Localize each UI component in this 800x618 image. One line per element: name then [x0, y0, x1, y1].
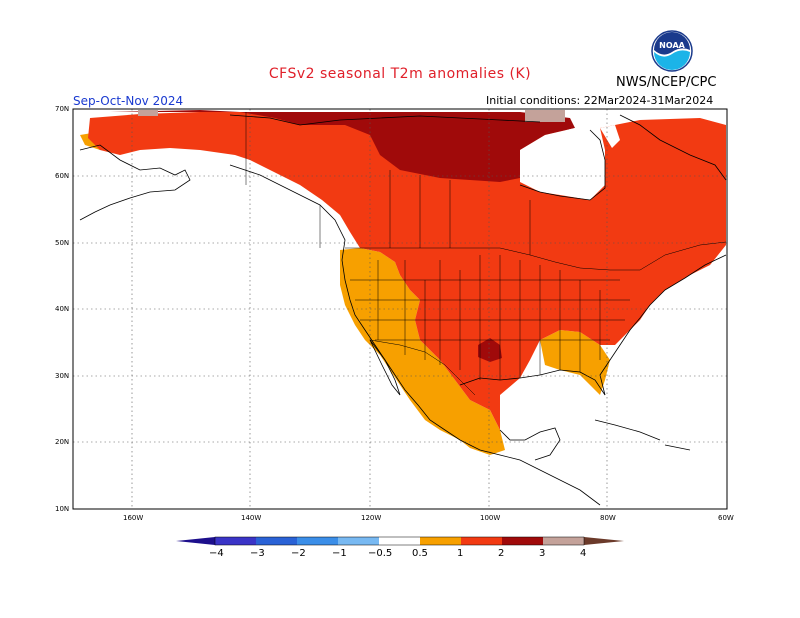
colorbar-tick-label: −2	[291, 548, 306, 559]
colorbar-segment	[543, 537, 584, 545]
anomaly-region-2-3	[478, 338, 502, 362]
coastline-cuba	[594, 419, 661, 441]
lat-label: 60N	[55, 172, 70, 180]
lon-label: 100W	[480, 514, 501, 522]
graticule	[73, 109, 727, 509]
lat-label: 30N	[55, 372, 70, 380]
lon-label: 140W	[241, 514, 262, 522]
colorbar-segment	[420, 537, 461, 545]
anomaly-region-3-4	[138, 110, 158, 116]
coastline-yucatan	[499, 427, 561, 461]
lon-label: 120W	[361, 514, 382, 522]
colorbar-tick-label: 0.5	[412, 548, 428, 559]
neutral-region	[600, 125, 620, 148]
coastline-atlantic	[599, 254, 727, 396]
colorbar-segment	[502, 537, 543, 545]
colorbar-segment	[297, 537, 338, 545]
coastline-alaska	[79, 144, 191, 221]
colorbar	[176, 536, 624, 546]
colorbar-segment	[379, 537, 420, 545]
lat-label: 10N	[55, 505, 70, 513]
colorbar-low-arrow	[176, 537, 215, 545]
anomaly-region-3-4	[525, 110, 565, 122]
colorbar-segment	[215, 537, 256, 545]
lon-label: 80W	[600, 514, 616, 522]
noaa-logo-icon: NOAA	[651, 30, 693, 72]
political-borders	[245, 112, 727, 396]
border-canada-provinces	[319, 170, 531, 255]
lat-label: 50N	[55, 239, 70, 247]
colorbar-tick-label: −4	[209, 548, 224, 559]
colorbar-tick-label: 2	[498, 548, 505, 559]
lat-label: 20N	[55, 438, 70, 446]
anomaly-region-2-3	[110, 110, 575, 182]
organization-label: NWS/NCEP/CPC	[616, 75, 717, 90]
colorbar-tick-label: −3	[250, 548, 265, 559]
coastline-hispaniola	[664, 444, 691, 451]
colorbar-segment	[461, 537, 502, 545]
lat-label: 70N	[55, 105, 70, 113]
logo-text: NOAA	[659, 41, 685, 50]
coastline-hudson-bay	[519, 129, 606, 201]
lat-label: 40N	[55, 305, 70, 313]
map-frame	[72, 108, 728, 510]
colorbar-tick-label: −0.5	[368, 548, 393, 559]
colorbar-tick-label: 3	[539, 548, 546, 559]
colorbar-high-arrow	[584, 537, 624, 545]
coastline-arctic	[229, 114, 541, 126]
coastline-baja	[369, 339, 401, 396]
initial-conditions-label: Initial conditions: 22Mar2024-31Mar2024	[486, 94, 714, 107]
map-title: CFSv2 seasonal T2m anomalies (K)	[268, 66, 532, 82]
lon-label: 60W	[718, 514, 734, 522]
colorbar-tick-label: 1	[457, 548, 464, 559]
border-us-mexico	[369, 339, 476, 396]
lon-label: 160W	[123, 514, 144, 522]
colorbar-segment	[256, 537, 297, 545]
state-lines-horizontal	[350, 279, 630, 341]
season-label: Sep-Oct-Nov 2024	[73, 94, 184, 108]
colorbar-tick-label: 4	[580, 548, 587, 559]
neutral-region	[520, 128, 605, 200]
colorbar-segment	[338, 537, 379, 545]
anomaly-shading	[80, 110, 726, 455]
colorbar-tick-label: −1	[332, 548, 347, 559]
coastline-greenland	[619, 114, 727, 181]
coastline-pacific	[229, 164, 601, 506]
